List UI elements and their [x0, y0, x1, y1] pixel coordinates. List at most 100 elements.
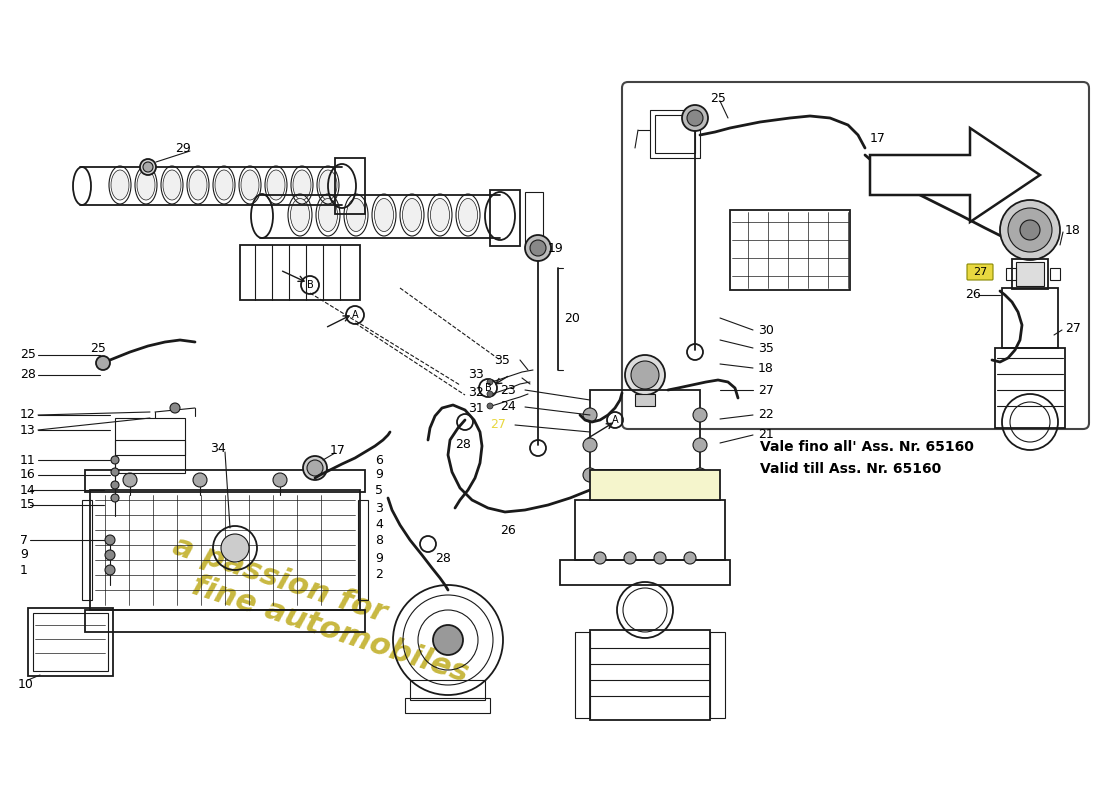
Text: B: B — [307, 280, 314, 290]
Text: 22: 22 — [758, 409, 773, 422]
Text: 29: 29 — [175, 142, 190, 154]
Text: 2: 2 — [375, 569, 383, 582]
Circle shape — [525, 235, 551, 261]
Text: 19: 19 — [548, 242, 563, 254]
Circle shape — [1000, 200, 1060, 260]
Ellipse shape — [138, 170, 155, 200]
FancyBboxPatch shape — [967, 264, 993, 280]
Text: A: A — [612, 415, 618, 425]
Text: 27: 27 — [1065, 322, 1081, 334]
Bar — [240, 245, 360, 300]
Text: a passion for: a passion for — [169, 532, 390, 628]
Bar — [525, 192, 543, 244]
Circle shape — [693, 408, 707, 422]
Circle shape — [123, 473, 138, 487]
Text: 8: 8 — [375, 534, 383, 546]
Circle shape — [140, 159, 156, 175]
Bar — [82, 500, 92, 600]
Circle shape — [1008, 208, 1052, 252]
Polygon shape — [590, 470, 720, 500]
Text: 10: 10 — [18, 678, 34, 691]
Circle shape — [583, 438, 597, 452]
Text: 6: 6 — [375, 454, 383, 466]
Text: 27: 27 — [972, 267, 987, 277]
Bar — [590, 390, 700, 470]
Polygon shape — [870, 128, 1040, 222]
Ellipse shape — [293, 170, 311, 200]
Ellipse shape — [459, 198, 477, 231]
Text: 25: 25 — [90, 342, 106, 354]
Circle shape — [654, 552, 666, 564]
Circle shape — [688, 110, 703, 126]
Bar — [635, 394, 654, 406]
Circle shape — [693, 468, 707, 482]
Text: 11: 11 — [20, 454, 35, 466]
Text: 5: 5 — [375, 483, 383, 497]
Text: 4: 4 — [375, 518, 383, 531]
Circle shape — [104, 535, 116, 545]
Ellipse shape — [430, 198, 450, 231]
Text: 15: 15 — [20, 498, 36, 511]
Bar — [85, 470, 365, 492]
Bar — [490, 190, 520, 246]
Text: 35: 35 — [758, 342, 774, 354]
Bar — [575, 500, 725, 560]
Bar — [358, 500, 368, 600]
Text: 30: 30 — [758, 323, 774, 337]
Bar — [590, 630, 710, 720]
Ellipse shape — [403, 198, 421, 231]
Text: Vale fino all' Ass. Nr. 65160: Vale fino all' Ass. Nr. 65160 — [760, 440, 974, 454]
Bar — [1050, 268, 1060, 280]
Circle shape — [143, 162, 153, 172]
Ellipse shape — [374, 198, 394, 231]
Text: 26: 26 — [965, 289, 981, 302]
Bar — [1016, 262, 1044, 286]
Bar — [654, 115, 695, 153]
Circle shape — [624, 552, 636, 564]
Circle shape — [693, 438, 707, 452]
Text: 23: 23 — [500, 383, 516, 397]
Bar — [1006, 268, 1016, 280]
Text: 17: 17 — [330, 443, 345, 457]
Bar — [90, 490, 360, 610]
Circle shape — [530, 240, 546, 256]
Text: 7: 7 — [20, 534, 28, 546]
Circle shape — [96, 356, 110, 370]
Text: 24: 24 — [500, 401, 516, 414]
Circle shape — [684, 552, 696, 564]
Bar — [650, 110, 700, 158]
FancyBboxPatch shape — [621, 82, 1089, 429]
Text: 35: 35 — [494, 354, 510, 366]
Text: 1: 1 — [20, 563, 28, 577]
Text: 28: 28 — [455, 438, 471, 451]
Circle shape — [192, 473, 207, 487]
Text: 25: 25 — [710, 91, 726, 105]
Ellipse shape — [290, 198, 309, 231]
Circle shape — [111, 468, 119, 476]
Text: 27: 27 — [758, 383, 774, 397]
Circle shape — [1020, 220, 1040, 240]
Ellipse shape — [267, 170, 285, 200]
Text: 9: 9 — [20, 549, 28, 562]
Text: 13: 13 — [20, 423, 35, 437]
Text: 17: 17 — [870, 131, 886, 145]
Text: 26: 26 — [500, 523, 516, 537]
Text: 25: 25 — [20, 349, 36, 362]
Ellipse shape — [189, 170, 207, 200]
Bar — [996, 348, 1065, 428]
Text: 31: 31 — [468, 402, 484, 414]
Ellipse shape — [346, 198, 365, 231]
Circle shape — [625, 355, 666, 395]
Circle shape — [487, 379, 493, 385]
Circle shape — [104, 565, 116, 575]
Bar — [730, 210, 850, 290]
Text: 28: 28 — [434, 551, 451, 565]
Circle shape — [487, 403, 493, 409]
Text: 34: 34 — [210, 442, 225, 454]
Text: fine automobiles: fine automobiles — [188, 571, 472, 689]
Bar — [336, 158, 365, 214]
Circle shape — [221, 534, 249, 562]
Text: 9: 9 — [375, 469, 383, 482]
Circle shape — [307, 460, 323, 476]
Circle shape — [104, 550, 116, 560]
